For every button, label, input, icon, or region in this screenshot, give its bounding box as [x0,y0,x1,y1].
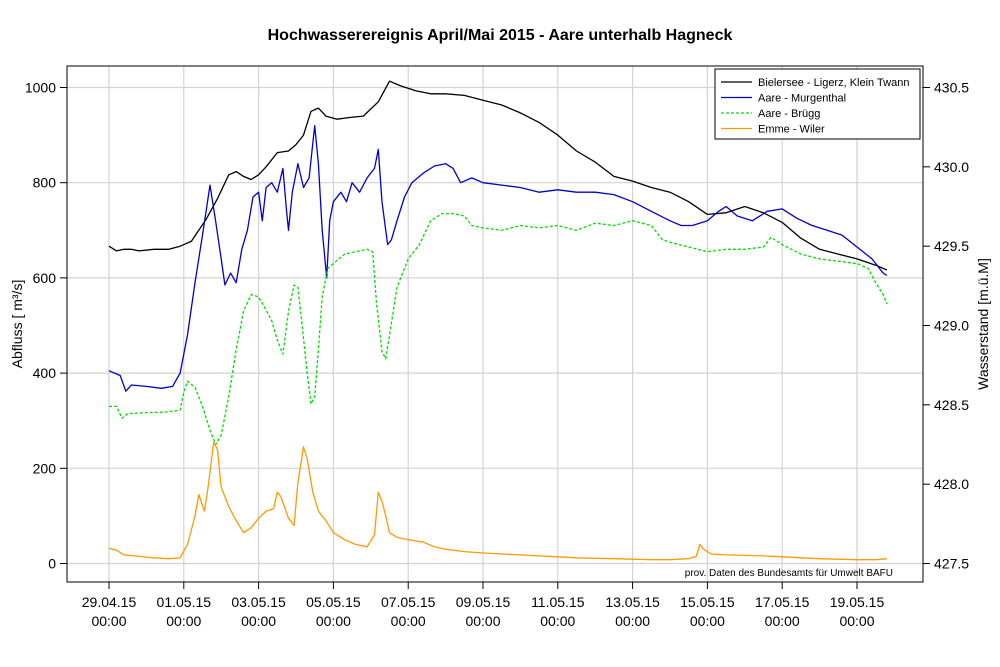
y-left-tick-label: 0 [48,556,56,572]
legend: Bielersee - Ligerz, Klein Twann Aare - Mu… [714,68,921,140]
y-right-tick-label: 430.0 [934,159,969,175]
series-line-aare-br-gg [109,212,888,446]
y-axis-right-label: Wasserstand [m.ü.M] [975,258,991,390]
x-tick-label-time: 00:00 [91,613,126,629]
series-line-emme-wiler [108,441,887,561]
source-note: prov. Daten des Bundesamts für Umwelt BA… [685,568,893,579]
x-axis: 29.04.15 00:00 01.05.15 00:00 03.05.15 00:00 0… [82,582,885,629]
x-tick-label-time: 00:00 [540,613,575,629]
x-tick-label: 15.05.15 [680,594,735,610]
x-tick-label-time: 00:00 [765,613,800,629]
x-tick-label: 07.05.15 [381,594,436,610]
y-left-tick-label: 800 [33,175,57,191]
x-tick-label: 01.05.15 [157,594,212,610]
series-lines [108,80,888,561]
x-tick-label: 13.05.15 [605,594,660,610]
y-right-tick-label: 428.0 [934,476,969,492]
series-line-aare-murgenthal [108,124,888,392]
x-tick-label-time: 00:00 [690,613,725,629]
x-tick-label-time: 00:00 [391,613,426,629]
x-tick-label-time: 00:00 [615,613,650,629]
chart-title: Hochwasserereignis April/Mai 2015 - Aare… [268,27,733,44]
x-tick-label-time: 00:00 [241,613,276,629]
y-right-tick-label: 428.5 [934,397,969,413]
x-tick-label: 19.05.15 [830,594,885,610]
x-tick-label-time: 00:00 [316,613,351,629]
x-tick-label: 17.05.15 [755,594,810,610]
y-left-tick-label: 200 [33,460,57,476]
x-tick-label: 05.05.15 [306,594,361,610]
x-tick-label-time: 00:00 [465,613,500,629]
y-left-tick-label: 600 [33,270,57,286]
y-axis-left: 0 200 400 600 800 1000 [25,80,67,572]
grid [67,66,923,582]
legend-label: Bielersee - Ligerz, Klein Twann [758,77,909,89]
y-axis-left-label: Abfluss [ m³/s] [9,280,25,369]
x-tick-label-time: 00:00 [839,613,874,629]
legend-label: Aare - Brügg [758,108,820,120]
legend-box [714,68,921,140]
x-tick-label-time: 00:00 [166,613,201,629]
y-right-tick-label: 429.5 [934,238,969,254]
legend-label: Emme - Wiler [758,124,825,136]
y-right-tick-label: 430.5 [934,80,969,96]
y-left-tick-label: 400 [33,365,57,381]
x-tick-label: 09.05.15 [456,594,511,610]
legend-label: Aare - Murgenthal [758,93,846,105]
x-tick-label: 11.05.15 [531,594,585,610]
y-right-tick-label: 429.0 [934,318,969,334]
x-tick-label: 03.05.15 [231,594,286,610]
y-left-tick-label: 1000 [25,80,56,96]
x-tick-label: 29.04.15 [82,594,137,610]
plot-frame [66,65,924,583]
y-right-tick-label: 427.5 [934,556,969,572]
y-axis-right: 427.5 428.0 428.5 429.0 429.5 430.0 430.5 [923,80,969,572]
